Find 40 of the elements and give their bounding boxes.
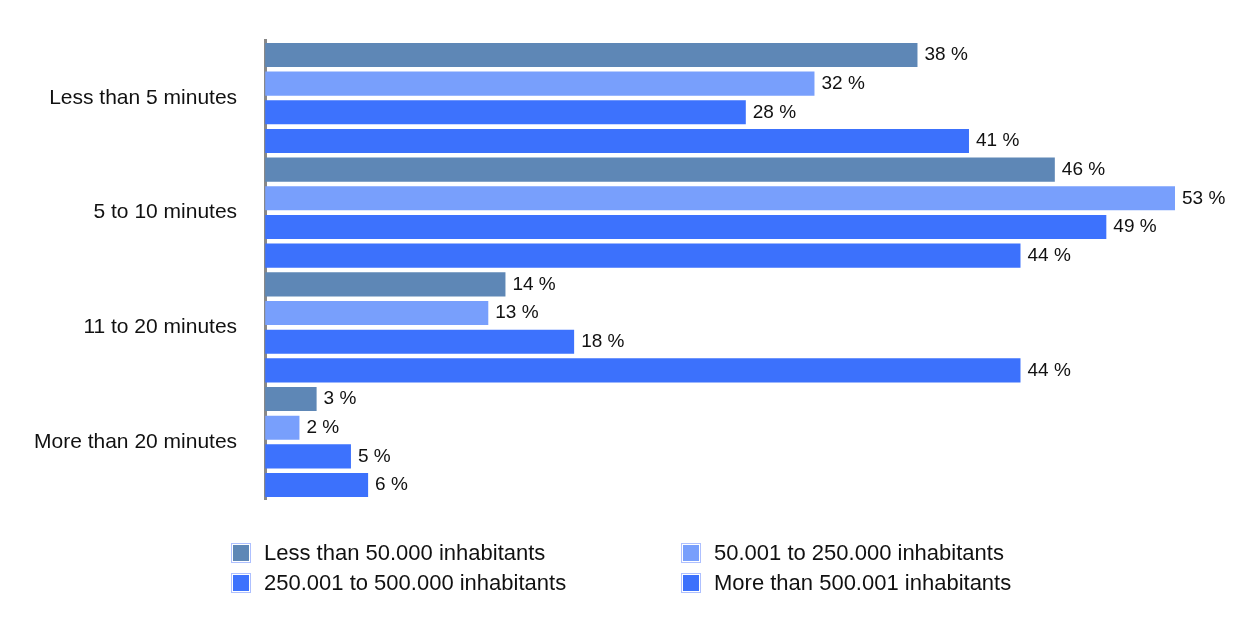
legend-label: More than 500.001 inhabitants xyxy=(714,570,1012,596)
data-label: 2 % xyxy=(306,415,340,437)
bar xyxy=(265,300,489,326)
data-label: 18 % xyxy=(581,329,625,351)
bar xyxy=(265,329,575,354)
data-label: 46 % xyxy=(1061,157,1106,179)
legend-label: 250.001 to 500.000 inhabitants xyxy=(264,570,567,596)
bar xyxy=(265,243,1021,268)
bar xyxy=(265,386,317,412)
data-label: 44 % xyxy=(1027,358,1071,380)
bar xyxy=(265,272,506,297)
data-label: 49 % xyxy=(1113,215,1157,237)
bar xyxy=(265,415,300,440)
y-tick-label: More than 20 minutes xyxy=(34,428,238,452)
bar xyxy=(265,71,815,96)
y-tick-label: 11 to 20 minutes xyxy=(83,314,238,338)
data-label: 14 % xyxy=(512,272,556,294)
bar xyxy=(265,42,918,67)
data-label: 13 % xyxy=(495,301,539,323)
y-tick-label: Less than 5 minutes xyxy=(49,84,238,108)
bar xyxy=(265,128,969,154)
data-label: 41 % xyxy=(975,129,1020,151)
data-label: 53 % xyxy=(1182,186,1226,208)
legend-label: 50.001 to 250.000 inhabitants xyxy=(714,540,1004,566)
bar xyxy=(265,358,1021,383)
bar xyxy=(265,186,1175,211)
bar xyxy=(265,214,1107,240)
bar xyxy=(265,444,351,469)
y-tick-label: 5 to 10 minutes xyxy=(93,199,238,223)
data-label: 5 % xyxy=(357,444,391,466)
legend-label: Less than 50.000 inhabitants xyxy=(264,540,546,566)
bar xyxy=(265,473,369,498)
data-label: 6 % xyxy=(375,473,408,495)
bar xyxy=(265,157,1055,182)
data-label: 28 % xyxy=(752,100,797,122)
bar xyxy=(265,100,746,125)
data-label: 44 % xyxy=(1027,243,1071,265)
data-label: 32 % xyxy=(821,71,865,93)
data-label: 3 % xyxy=(323,387,357,409)
data-label: 38 % xyxy=(924,43,968,65)
